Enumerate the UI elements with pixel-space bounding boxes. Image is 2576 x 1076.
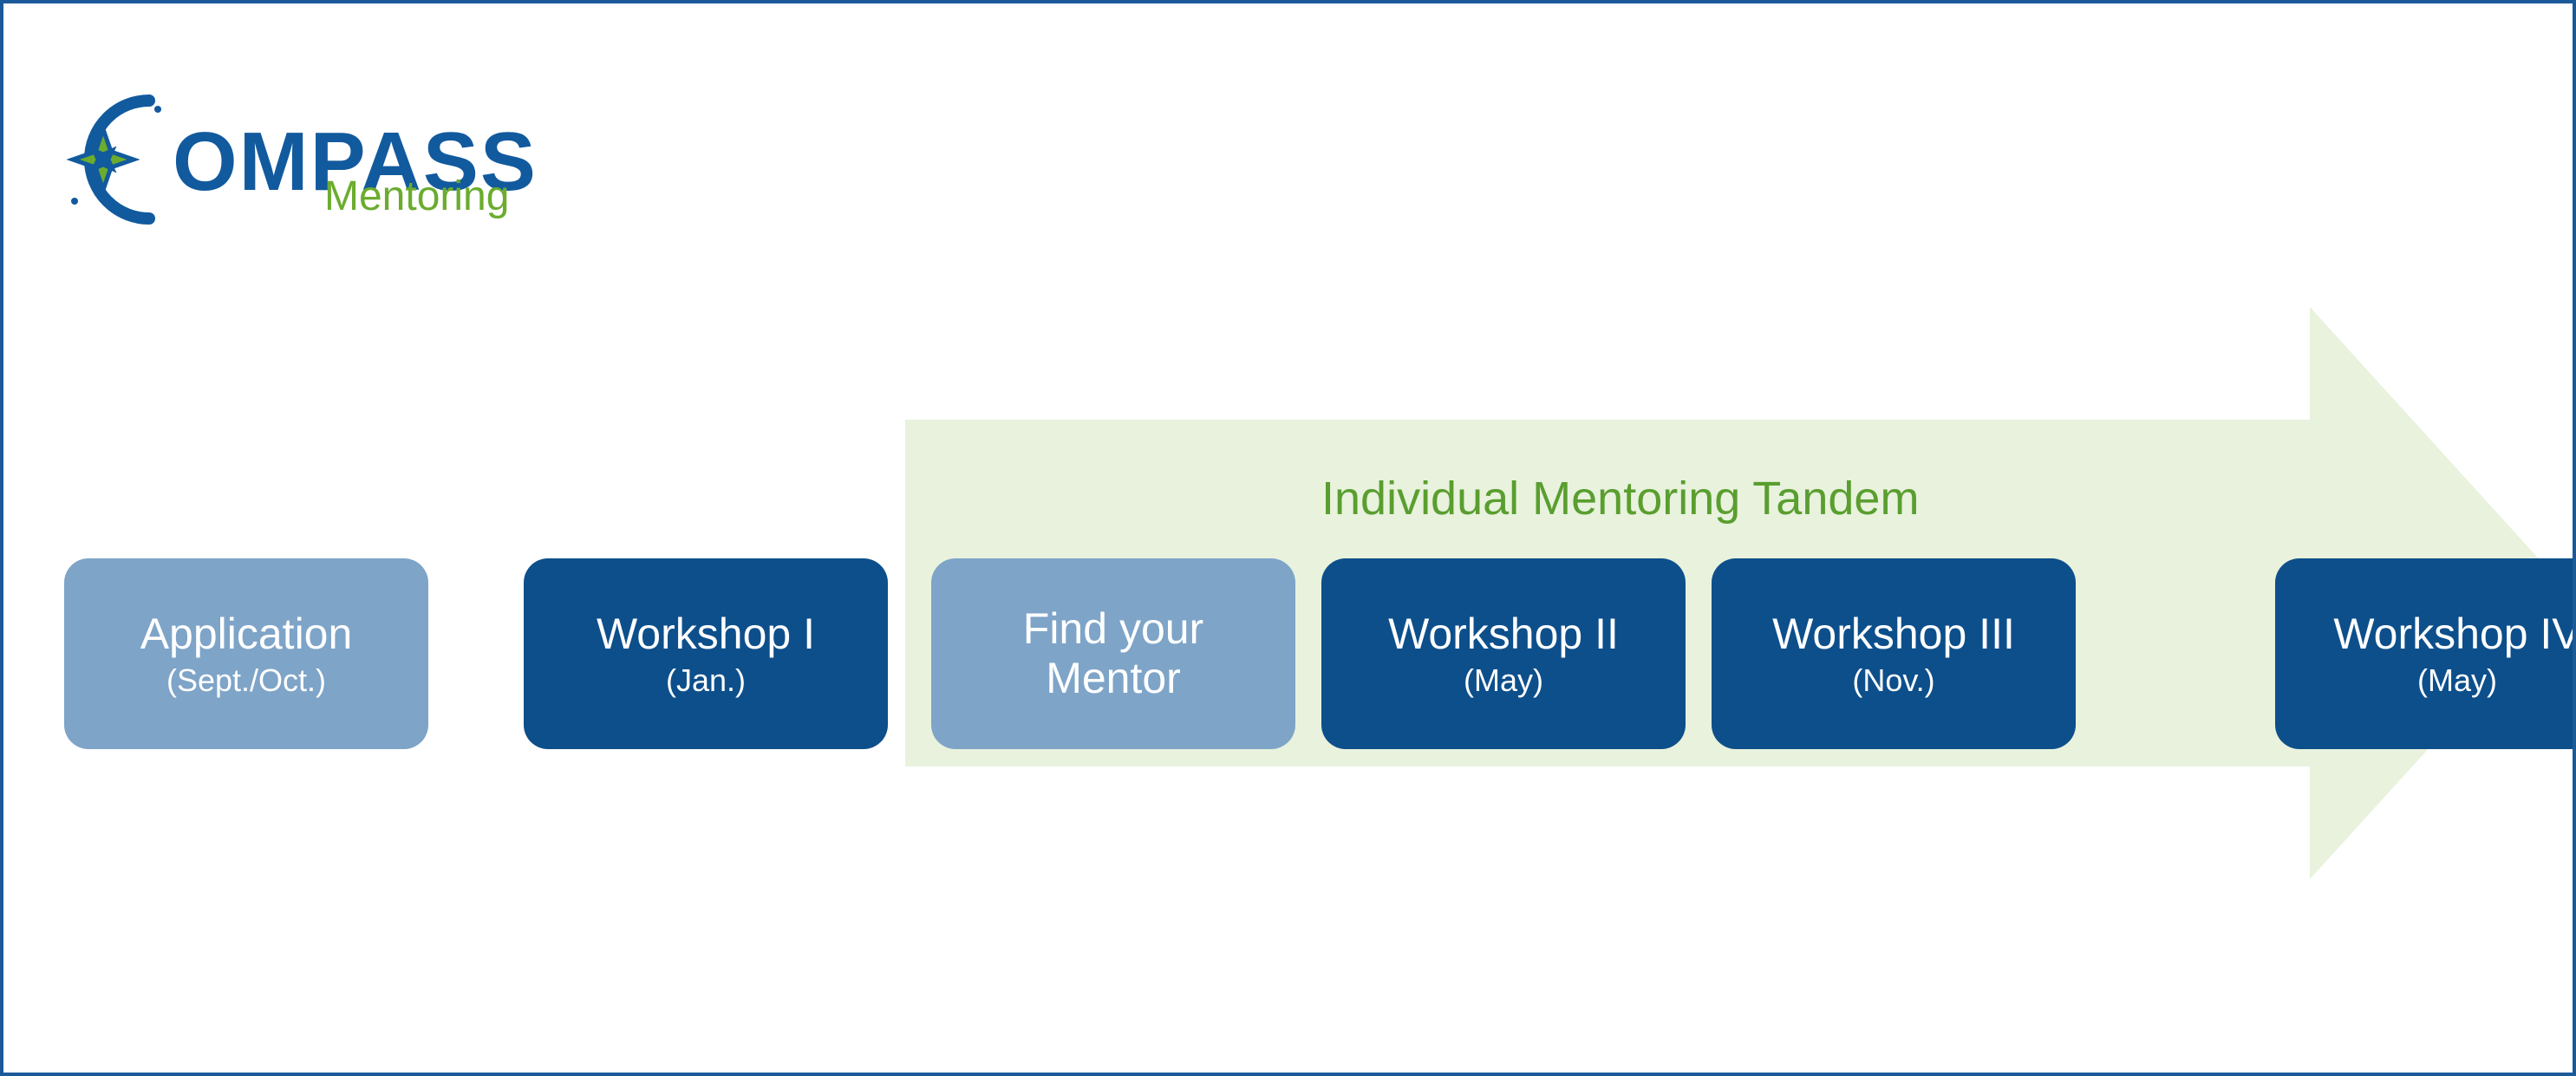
step-title: Mentor xyxy=(1046,654,1181,704)
step-title: Find your xyxy=(1023,604,1203,655)
step-find-mentor: Find yourMentor xyxy=(931,558,1295,749)
step-title: Application xyxy=(140,610,353,660)
step-workshop-2: Workshop II(May) xyxy=(1321,558,1686,749)
step-subtitle: (May) xyxy=(1464,662,1543,698)
step-workshop-3: Workshop III(Nov.) xyxy=(1712,558,2076,749)
step-title: Workshop I xyxy=(597,610,815,660)
step-workshop-4: Workshop IV(May) xyxy=(2275,558,2576,749)
step-title: Workshop IV xyxy=(2333,610,2576,660)
step-workshop-1: Workshop I(Jan.) xyxy=(524,558,888,749)
step-subtitle: (Jan.) xyxy=(666,662,746,698)
step-title: Workshop II xyxy=(1388,610,1619,660)
step-subtitle: (May) xyxy=(2417,662,2497,698)
logo-dot xyxy=(154,106,161,113)
tandem-heading: Individual Mentoring Tandem xyxy=(1321,472,1919,525)
step-subtitle: (Nov.) xyxy=(1852,662,1934,698)
logo-subtitle: Mentoring xyxy=(324,173,509,220)
logo-dot xyxy=(145,98,153,107)
compass-star-icon xyxy=(73,129,134,190)
logo-dot xyxy=(71,198,78,205)
step-subtitle: (Sept./Oct.) xyxy=(166,662,326,698)
diagram-frame: OMPASS Mentoring Individual Mentoring Ta… xyxy=(0,0,2576,1076)
step-title: Workshop III xyxy=(1772,610,2015,660)
step-application: Application(Sept./Oct.) xyxy=(64,558,428,749)
